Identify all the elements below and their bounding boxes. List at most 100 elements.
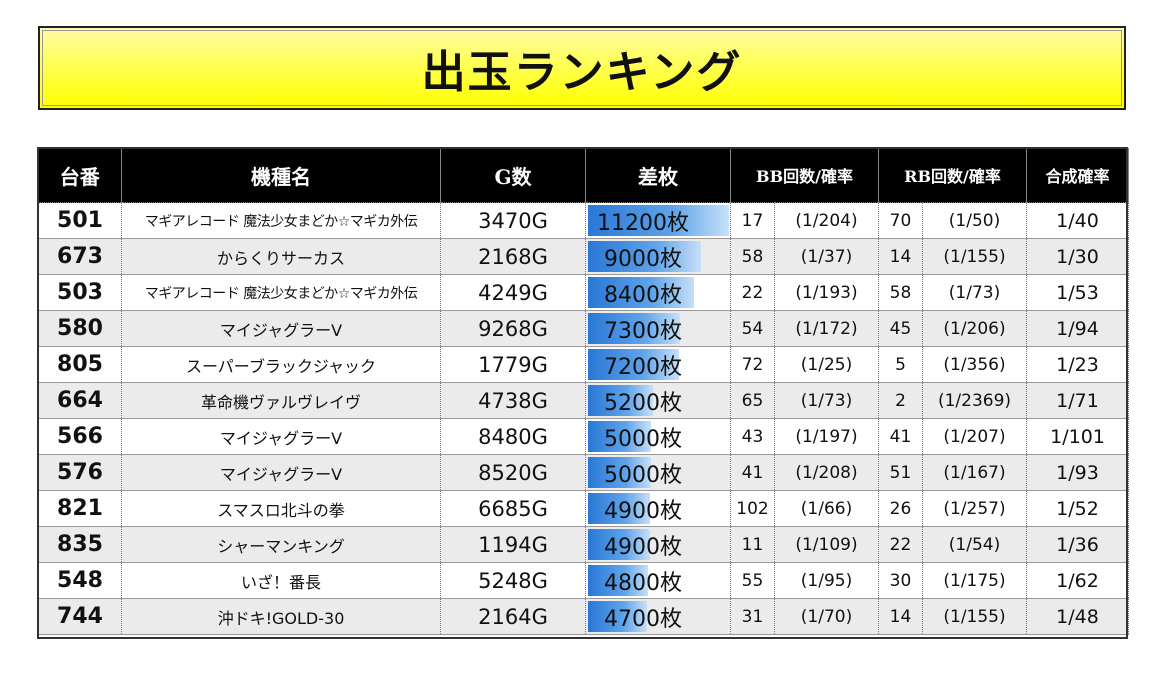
rb-rate: (1/155) xyxy=(921,238,1028,275)
rb-rate: (1/167) xyxy=(921,454,1028,491)
machine-number: 744 xyxy=(38,598,122,635)
game-count: 6685G xyxy=(440,490,586,527)
game-count: 3470G xyxy=(440,202,586,239)
diff-value: 4900枚 xyxy=(604,498,682,524)
header-diff: 差枚 xyxy=(585,148,731,203)
diff-cell: 4900枚 xyxy=(585,526,731,563)
game-count: 2168G xyxy=(440,238,586,275)
bb-rate: (1/172) xyxy=(774,310,879,347)
diff-value: 8400枚 xyxy=(604,282,682,308)
table-row: 503 マギアレコード 魔法少女まどか☆マギカ外伝 4249G 8400枚 22 (1/1… xyxy=(38,274,1130,311)
combined-rate: 1/62 xyxy=(1026,562,1130,599)
table-header-row: 台番 機種名 G数 差枚 BB回数/確率 RB回数/確率 合成確率 xyxy=(38,148,1130,203)
machine-name: シャーマンキング xyxy=(121,526,441,563)
game-count: 5248G xyxy=(440,562,586,599)
diff-bar xyxy=(588,385,653,416)
table-row: 805 スーパーブラックジャック 1779G 7200枚 72 (1/25) 5 (1/356… xyxy=(38,346,1130,383)
rb-rate: (1/2369) xyxy=(921,382,1028,419)
machine-number: 548 xyxy=(38,562,122,599)
diff-value: 9000枚 xyxy=(604,246,682,272)
header-machine-no: 台番 xyxy=(38,148,122,203)
table-row: 664 革命機ヴァルヴレイヴ 4738G 5200枚 65 (1/73) 2 (1/2369)… xyxy=(38,382,1130,419)
bb-count: 102 xyxy=(730,490,775,527)
rb-rate: (1/50) xyxy=(921,202,1028,239)
combined-rate: 1/23 xyxy=(1026,346,1130,383)
diff-cell: 4900枚 xyxy=(585,490,731,527)
game-count: 1779G xyxy=(440,346,586,383)
bb-rate: (1/25) xyxy=(774,346,879,383)
diff-bar xyxy=(588,565,648,596)
game-count: 1194G xyxy=(440,526,586,563)
bb-count: 11 xyxy=(730,526,775,563)
rb-rate: (1/356) xyxy=(921,346,1028,383)
header-games: G数 xyxy=(440,148,586,203)
diff-bar xyxy=(588,493,650,524)
bb-rate: (1/37) xyxy=(774,238,879,275)
table-row: 835 シャーマンキング 1194G 4900枚 11 (1/109) 22 (1/54) 1/… xyxy=(38,526,1130,563)
diff-cell: 8400枚 xyxy=(585,274,731,311)
diff-value: 7300枚 xyxy=(604,318,682,344)
bb-count: 58 xyxy=(730,238,775,275)
machine-name: マギアレコード 魔法少女まどか☆マギカ外伝 xyxy=(121,202,441,239)
rb-count: 58 xyxy=(878,274,923,311)
header-rb: RB回数/確率 xyxy=(878,148,1028,203)
diff-cell: 5000枚 xyxy=(585,418,731,455)
rb-count: 70 xyxy=(878,202,923,239)
diff-bar xyxy=(588,241,701,272)
game-count: 4738G xyxy=(440,382,586,419)
machine-name: マイジャグラーV xyxy=(121,454,441,491)
machine-number: 580 xyxy=(38,310,122,347)
machine-number: 503 xyxy=(38,274,122,311)
header-bb: BB回数/確率 xyxy=(730,148,879,203)
machine-name: 革命機ヴァルヴレイヴ xyxy=(121,382,441,419)
diff-bar xyxy=(588,457,651,488)
diff-value: 11200枚 xyxy=(597,210,689,236)
diff-value: 5200枚 xyxy=(604,390,682,416)
bb-rate: (1/95) xyxy=(774,562,879,599)
title-banner: 出玉ランキング xyxy=(38,26,1126,110)
table-row: 576 マイジャグラーV 8520G 5000枚 41 (1/208) 51 (1/167) 1… xyxy=(38,454,1130,491)
machine-name: マギアレコード 魔法少女まどか☆マギカ外伝 xyxy=(121,274,441,311)
machine-number: 835 xyxy=(38,526,122,563)
rb-count: 14 xyxy=(878,598,923,635)
diff-bar xyxy=(588,313,680,344)
diff-value: 7200枚 xyxy=(604,354,682,380)
table-row: 501 マギアレコード 魔法少女まどか☆マギカ外伝 3470G 11200枚 17 (1/… xyxy=(38,202,1130,239)
bb-count: 72 xyxy=(730,346,775,383)
rb-count: 30 xyxy=(878,562,923,599)
diff-cell: 4700枚 xyxy=(585,598,731,635)
machine-number: 664 xyxy=(38,382,122,419)
rb-count: 41 xyxy=(878,418,923,455)
table-row: 821 スマスロ北斗の拳 6685G 4900枚 102 (1/66) 26 (1/257) 1… xyxy=(38,490,1130,527)
rb-rate: (1/207) xyxy=(921,418,1028,455)
machine-name: からくりサーカス xyxy=(121,238,441,275)
combined-rate: 1/52 xyxy=(1026,490,1130,527)
table-row: 580 マイジャグラーV 9268G 7300枚 54 (1/172) 45 (1/206) 1… xyxy=(38,310,1130,347)
diff-value: 4700枚 xyxy=(604,606,682,632)
rb-rate: (1/206) xyxy=(921,310,1028,347)
machine-name: いざ！番長 xyxy=(121,562,441,599)
machine-number: 566 xyxy=(38,418,122,455)
table-row: 744 沖ドキ!GOLD-30 2164G 4700枚 31 (1/70) 14 (1/155… xyxy=(38,598,1130,635)
machine-number: 821 xyxy=(38,490,122,527)
diff-cell: 4800枚 xyxy=(585,562,731,599)
combined-rate: 1/94 xyxy=(1026,310,1130,347)
ranking-table: 台番 機種名 G数 差枚 BB回数/確率 RB回数/確率 合成確率 501 マギア… xyxy=(38,148,1130,635)
game-count: 2164G xyxy=(440,598,586,635)
bb-count: 41 xyxy=(730,454,775,491)
rb-count: 5 xyxy=(878,346,923,383)
game-count: 4249G xyxy=(440,274,586,311)
diff-cell: 5000枚 xyxy=(585,454,731,491)
combined-rate: 1/93 xyxy=(1026,454,1130,491)
diff-value: 5000枚 xyxy=(604,462,682,488)
diff-cell: 5200枚 xyxy=(585,382,731,419)
machine-name: 沖ドキ!GOLD-30 xyxy=(121,598,441,635)
diff-bar xyxy=(588,205,729,236)
diff-bar xyxy=(588,601,647,632)
rb-rate: (1/73) xyxy=(921,274,1028,311)
bb-count: 43 xyxy=(730,418,775,455)
machine-name: マイジャグラーV xyxy=(121,418,441,455)
combined-rate: 1/53 xyxy=(1026,274,1130,311)
diff-value: 5000枚 xyxy=(604,426,682,452)
bb-count: 54 xyxy=(730,310,775,347)
